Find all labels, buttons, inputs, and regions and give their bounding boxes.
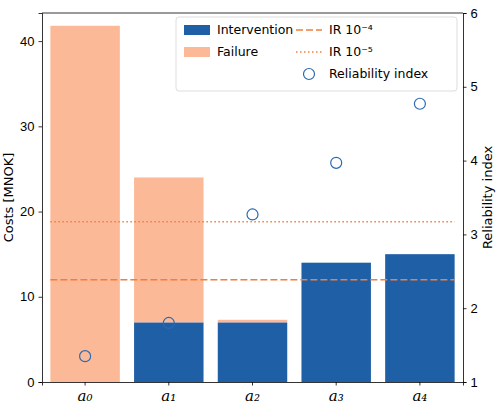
tick-label: 10 bbox=[20, 289, 34, 304]
tick-label: a₄ bbox=[412, 387, 427, 405]
tick-mark bbox=[463, 87, 467, 88]
chart: a₀ a₁ a₂ a₃ a₄ 0 10 20 30 40 1 2 3 4 5 6 Costs [MNOK] Rel… bbox=[0, 0, 500, 419]
tick-mark bbox=[463, 234, 467, 235]
reference-line bbox=[50, 221, 454, 223]
axis-title: Costs [MNOK] bbox=[1, 153, 16, 243]
bar bbox=[134, 177, 203, 322]
legend: Intervention Failure IR 10⁻⁴ IR 10⁻⁵ Reliabi… bbox=[176, 17, 457, 91]
reference-line bbox=[50, 279, 454, 281]
tick: a₀ bbox=[78, 382, 93, 405]
tick-label: 0 bbox=[27, 375, 34, 390]
tick: 6 bbox=[463, 6, 478, 21]
tick-mark bbox=[419, 382, 420, 386]
frame bbox=[42, 13, 463, 14]
tick: 5 bbox=[463, 79, 478, 94]
legend-entry: Failure bbox=[184, 44, 258, 59]
tick: 3 bbox=[463, 227, 478, 242]
legend-entry: IR 10⁻⁴ bbox=[296, 22, 373, 37]
legend-entry: IR 10⁻⁵ bbox=[296, 44, 373, 59]
tick-label: 40 bbox=[20, 34, 34, 49]
tick-mark bbox=[168, 382, 169, 386]
legend-swatch bbox=[296, 51, 322, 53]
tick: 20 bbox=[20, 204, 42, 219]
marker bbox=[163, 317, 174, 328]
bar bbox=[218, 320, 287, 323]
axis-title: Reliability index bbox=[480, 146, 495, 250]
scatter-series bbox=[80, 98, 426, 361]
tick-mark bbox=[463, 13, 467, 14]
legend-label: IR 10⁻⁵ bbox=[329, 44, 373, 59]
tick-label: 4 bbox=[471, 153, 478, 168]
tick-label: 20 bbox=[20, 204, 34, 219]
tick-label: a₀ bbox=[78, 387, 93, 405]
bar bbox=[385, 254, 454, 255]
tick: 2 bbox=[463, 301, 478, 316]
legend-label: IR 10⁻⁴ bbox=[329, 22, 373, 37]
tick-label: 5 bbox=[471, 79, 478, 94]
bar bbox=[50, 26, 119, 382]
bar bbox=[134, 322, 203, 382]
tick: 30 bbox=[20, 119, 42, 134]
tick-mark bbox=[463, 382, 467, 383]
legend-entry: Reliability index bbox=[304, 66, 429, 81]
tick: 4 bbox=[463, 153, 478, 168]
tick: 10 bbox=[20, 289, 42, 304]
tick-label: a₂ bbox=[245, 387, 260, 405]
tick-mark bbox=[463, 161, 467, 162]
tick-mark bbox=[39, 212, 43, 213]
tick: a₁ bbox=[161, 382, 176, 405]
tick-label: 3 bbox=[471, 227, 478, 242]
tick-label: a₃ bbox=[329, 387, 344, 405]
tick-label: 6 bbox=[471, 6, 478, 21]
tick-label: 30 bbox=[20, 119, 34, 134]
marker bbox=[331, 157, 342, 168]
legend-label: Failure bbox=[217, 44, 258, 59]
marker bbox=[80, 351, 91, 362]
legend-swatch bbox=[184, 47, 210, 57]
axis-line bbox=[464, 14, 467, 383]
bar bbox=[301, 262, 370, 263]
tick-mark bbox=[336, 382, 337, 386]
axis: a₀ a₁ a₂ a₃ a₄ bbox=[43, 382, 464, 405]
axis-line bbox=[43, 383, 464, 386]
tick-mark bbox=[39, 41, 43, 42]
axis: 1 2 3 4 5 6 bbox=[463, 6, 478, 390]
tick-mark bbox=[39, 126, 43, 127]
tick-label: a₁ bbox=[161, 387, 176, 405]
bar bbox=[385, 254, 454, 382]
axis: 0 10 20 30 40 bbox=[20, 14, 42, 390]
tick-mark bbox=[252, 382, 253, 386]
tick: 40 bbox=[20, 34, 42, 49]
tick: 1 bbox=[463, 375, 478, 390]
tick-mark bbox=[85, 382, 86, 386]
tick-label: 1 bbox=[471, 375, 478, 390]
tick: a₄ bbox=[412, 382, 427, 405]
tick: 0 bbox=[27, 375, 42, 390]
bar bbox=[301, 263, 370, 382]
legend-frame bbox=[176, 17, 457, 91]
tick-mark bbox=[39, 382, 43, 383]
legend-label: Intervention bbox=[217, 22, 293, 37]
tick-label: 2 bbox=[471, 301, 478, 316]
marker bbox=[247, 209, 258, 220]
legend-swatch bbox=[184, 25, 210, 35]
tick-mark bbox=[463, 308, 467, 309]
legend-swatch bbox=[304, 69, 315, 80]
legend-label: Reliability index bbox=[329, 66, 428, 81]
legend-entry: Intervention bbox=[184, 22, 293, 37]
bar bbox=[218, 322, 287, 382]
legend-swatch bbox=[296, 29, 322, 31]
axis-line bbox=[39, 14, 43, 383]
tick: a₂ bbox=[245, 382, 260, 405]
tick-mark bbox=[39, 297, 43, 298]
marker bbox=[414, 98, 425, 109]
tick: a₃ bbox=[329, 382, 344, 405]
